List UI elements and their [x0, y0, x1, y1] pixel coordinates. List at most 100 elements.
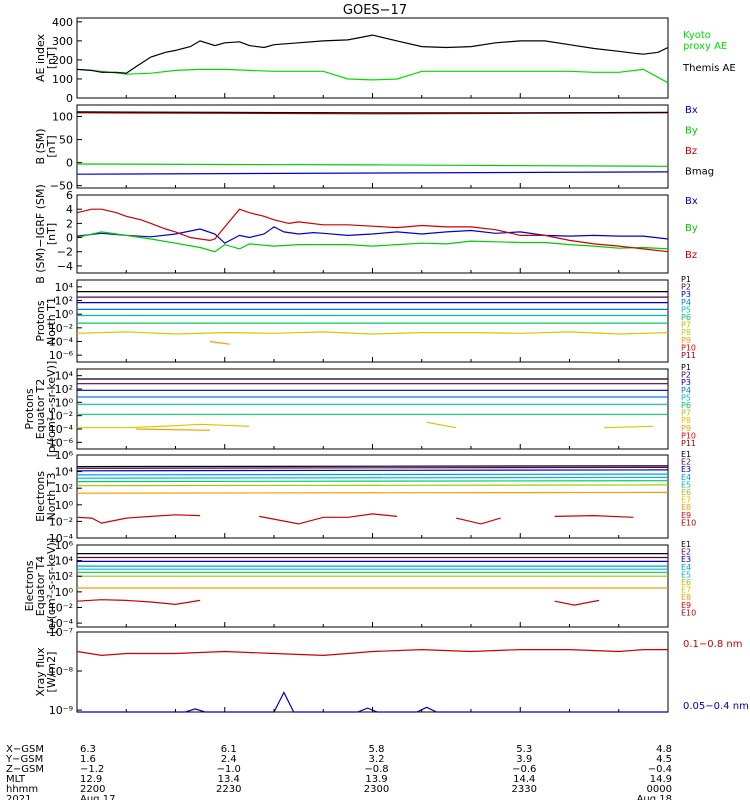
y-axis-label: B (SM)[nT] [34, 128, 58, 164]
series-e5 [76, 476, 669, 479]
x-axis-value: 6.3 [80, 744, 96, 755]
y-tick-label: 6 [66, 189, 73, 202]
legend-entry: E1 [681, 450, 691, 459]
legend-entry: P10 [681, 343, 696, 352]
legend-entry: E2 [681, 458, 691, 467]
series-p8 [136, 428, 211, 431]
series-e9 [259, 513, 398, 525]
x-axis-value: −0.8 [364, 764, 388, 775]
legend-entry: Kyoto [683, 30, 711, 41]
y-axis-label-line: Equator T2 [34, 379, 47, 439]
y-tick-label: 10² [55, 570, 73, 583]
legend-entry: E3 [681, 465, 691, 474]
series-by [76, 163, 669, 167]
y-axis-label-line: Equator T4 [34, 556, 47, 616]
legend-entry: E3 [681, 555, 691, 564]
y-axis-label-line: Xray flux [34, 647, 47, 697]
series-themis-ae [76, 34, 669, 74]
y-axis-label: B (SM)−IGRF (SM)[nT] [34, 184, 58, 284]
series-bx [76, 226, 669, 244]
y-axis-label-line: Protons [23, 388, 36, 429]
panel-frame [76, 368, 669, 450]
x-axis-value: 2200 [80, 784, 105, 795]
y-axis-label-line: Protons [34, 300, 47, 341]
y-axis-label-line: [p/(cm²-s-sr-keV)] [45, 361, 58, 458]
y-axis-label-line: B (SM)−IGRF (SM) [34, 184, 47, 284]
series-e9 [554, 599, 600, 606]
series-p8 [209, 340, 230, 345]
legend-entry: P6 [681, 313, 691, 322]
x-axis-value: 3.9 [516, 754, 532, 765]
legend-entry: E4 [681, 563, 691, 572]
y-axis-label: ProtonsEquator T2[p/(cm²-s-sr-keV)] [23, 361, 58, 458]
legend-entry: P11 [681, 351, 696, 360]
series-e9 [554, 514, 634, 518]
series-e1 [76, 465, 669, 468]
x-axis-value: 0000 [647, 784, 672, 795]
series-e4 [76, 473, 669, 476]
legend-entry: P5 [681, 393, 691, 402]
legend-entry: E4 [681, 473, 691, 482]
y-axis-label-line: [W/m2] [45, 652, 58, 693]
legend-entry: Themis AE [682, 63, 736, 74]
legend-entry: E8 [681, 503, 691, 512]
series-bz [76, 208, 669, 253]
legend-entry: P3 [681, 290, 691, 299]
y-axis-label-line: B (SM) [34, 128, 47, 164]
panel-frame [76, 631, 669, 713]
y-tick-label: 4 [66, 203, 73, 216]
y-tick-label: 10⁰ [55, 499, 74, 512]
legend-entry: P4 [681, 298, 691, 307]
legend-entry: P7 [681, 409, 691, 418]
legend-entry: E7 [681, 586, 691, 595]
series-bmag [76, 111, 669, 114]
legend-entry: Bmag [685, 167, 714, 178]
x-axis-value: 2230 [216, 784, 241, 795]
legend-entry: P5 [681, 305, 691, 314]
y-tick-label: 10⁻⁴ [49, 532, 74, 545]
y-tick-label: 10⁰ [55, 308, 74, 321]
series-0-05-0-4-nm [77, 691, 668, 713]
x-axis-value: 12.9 [80, 774, 102, 785]
legend-entry: E5 [681, 480, 691, 489]
legend-entry: P11 [681, 439, 696, 448]
y-tick-label: 10⁰ [55, 396, 74, 409]
y-axis-label-line: [e/(cm²-s-sr-keV)] [45, 538, 58, 634]
y-axis-label-line: [nT] [45, 47, 58, 69]
y-axis-label: Xray flux[W/m2] [34, 647, 58, 697]
series-p7 [426, 421, 457, 429]
legend-entry: E9 [681, 601, 691, 610]
y-tick-label: 10⁻⁴ [49, 336, 74, 349]
y-tick-label: 10⁻² [49, 601, 73, 614]
y-tick-label: 10⁻⁸ [49, 665, 74, 678]
x-axis-value: 6.1 [221, 744, 237, 755]
legend-entry: P7 [681, 321, 691, 330]
y-tick-label: 10⁻⁹ [49, 704, 73, 717]
legend-entry: P3 [681, 378, 691, 387]
series-e6 [76, 480, 669, 483]
y-axis-label-line: [nT] [45, 135, 58, 157]
x-axis-value: −1.2 [80, 764, 104, 775]
legend-entry: P4 [681, 386, 691, 395]
y-tick-label: −4 [57, 260, 73, 273]
series-e3 [76, 469, 669, 472]
y-tick-label: 0 [66, 92, 73, 105]
legend-entry: E8 [681, 593, 691, 602]
x-axis-row-label: Y−GSM [5, 754, 43, 765]
x-axis-value: 2330 [512, 784, 537, 795]
y-tick-label: 10⁻⁷ [49, 626, 73, 639]
y-tick-label: 0 [66, 157, 73, 170]
y-tick-label: 10² [55, 482, 73, 495]
x-axis-value: 5.3 [516, 744, 532, 755]
x-axis-value: 13.9 [365, 774, 387, 785]
legend-entry: P2 [681, 283, 691, 292]
y-axis-label-line: Electrons [23, 560, 36, 611]
y-axis-label: ProtonsNorth T1 [34, 297, 58, 345]
plot-title: GOES−17 [343, 3, 407, 18]
y-tick-label: 0 [66, 232, 73, 245]
